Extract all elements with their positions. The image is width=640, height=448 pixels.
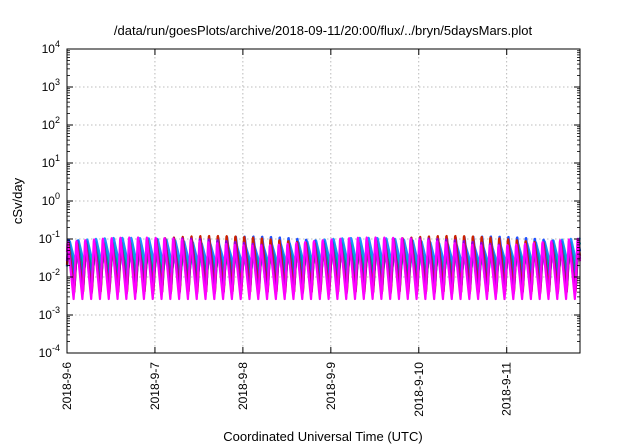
series-layer <box>65 234 582 301</box>
x-tick-label: 2018-9-8 <box>236 362 250 410</box>
grid <box>67 49 580 353</box>
x-tick-label: 2018-9-7 <box>148 362 162 410</box>
x-axis-label: Coordinated Universal Time (UTC) <box>223 429 422 444</box>
x-tick-label: 2018-9-10 <box>412 362 426 417</box>
series-line <box>65 236 582 301</box>
y-axis-label: cSv/day <box>10 177 25 224</box>
x-axis: 2018-9-6 2018-9-7 2018-9-8 2018-9-9 2018-9-1… <box>60 49 514 417</box>
x-tick-label: 2018-9-6 <box>60 362 74 410</box>
chart-title: /data/run/goesPlots/archive/2018-09-11/2… <box>114 23 533 38</box>
x-tick-label: 2018-9-9 <box>324 362 338 410</box>
x-tick-label: 2018-9-11 <box>500 362 514 416</box>
